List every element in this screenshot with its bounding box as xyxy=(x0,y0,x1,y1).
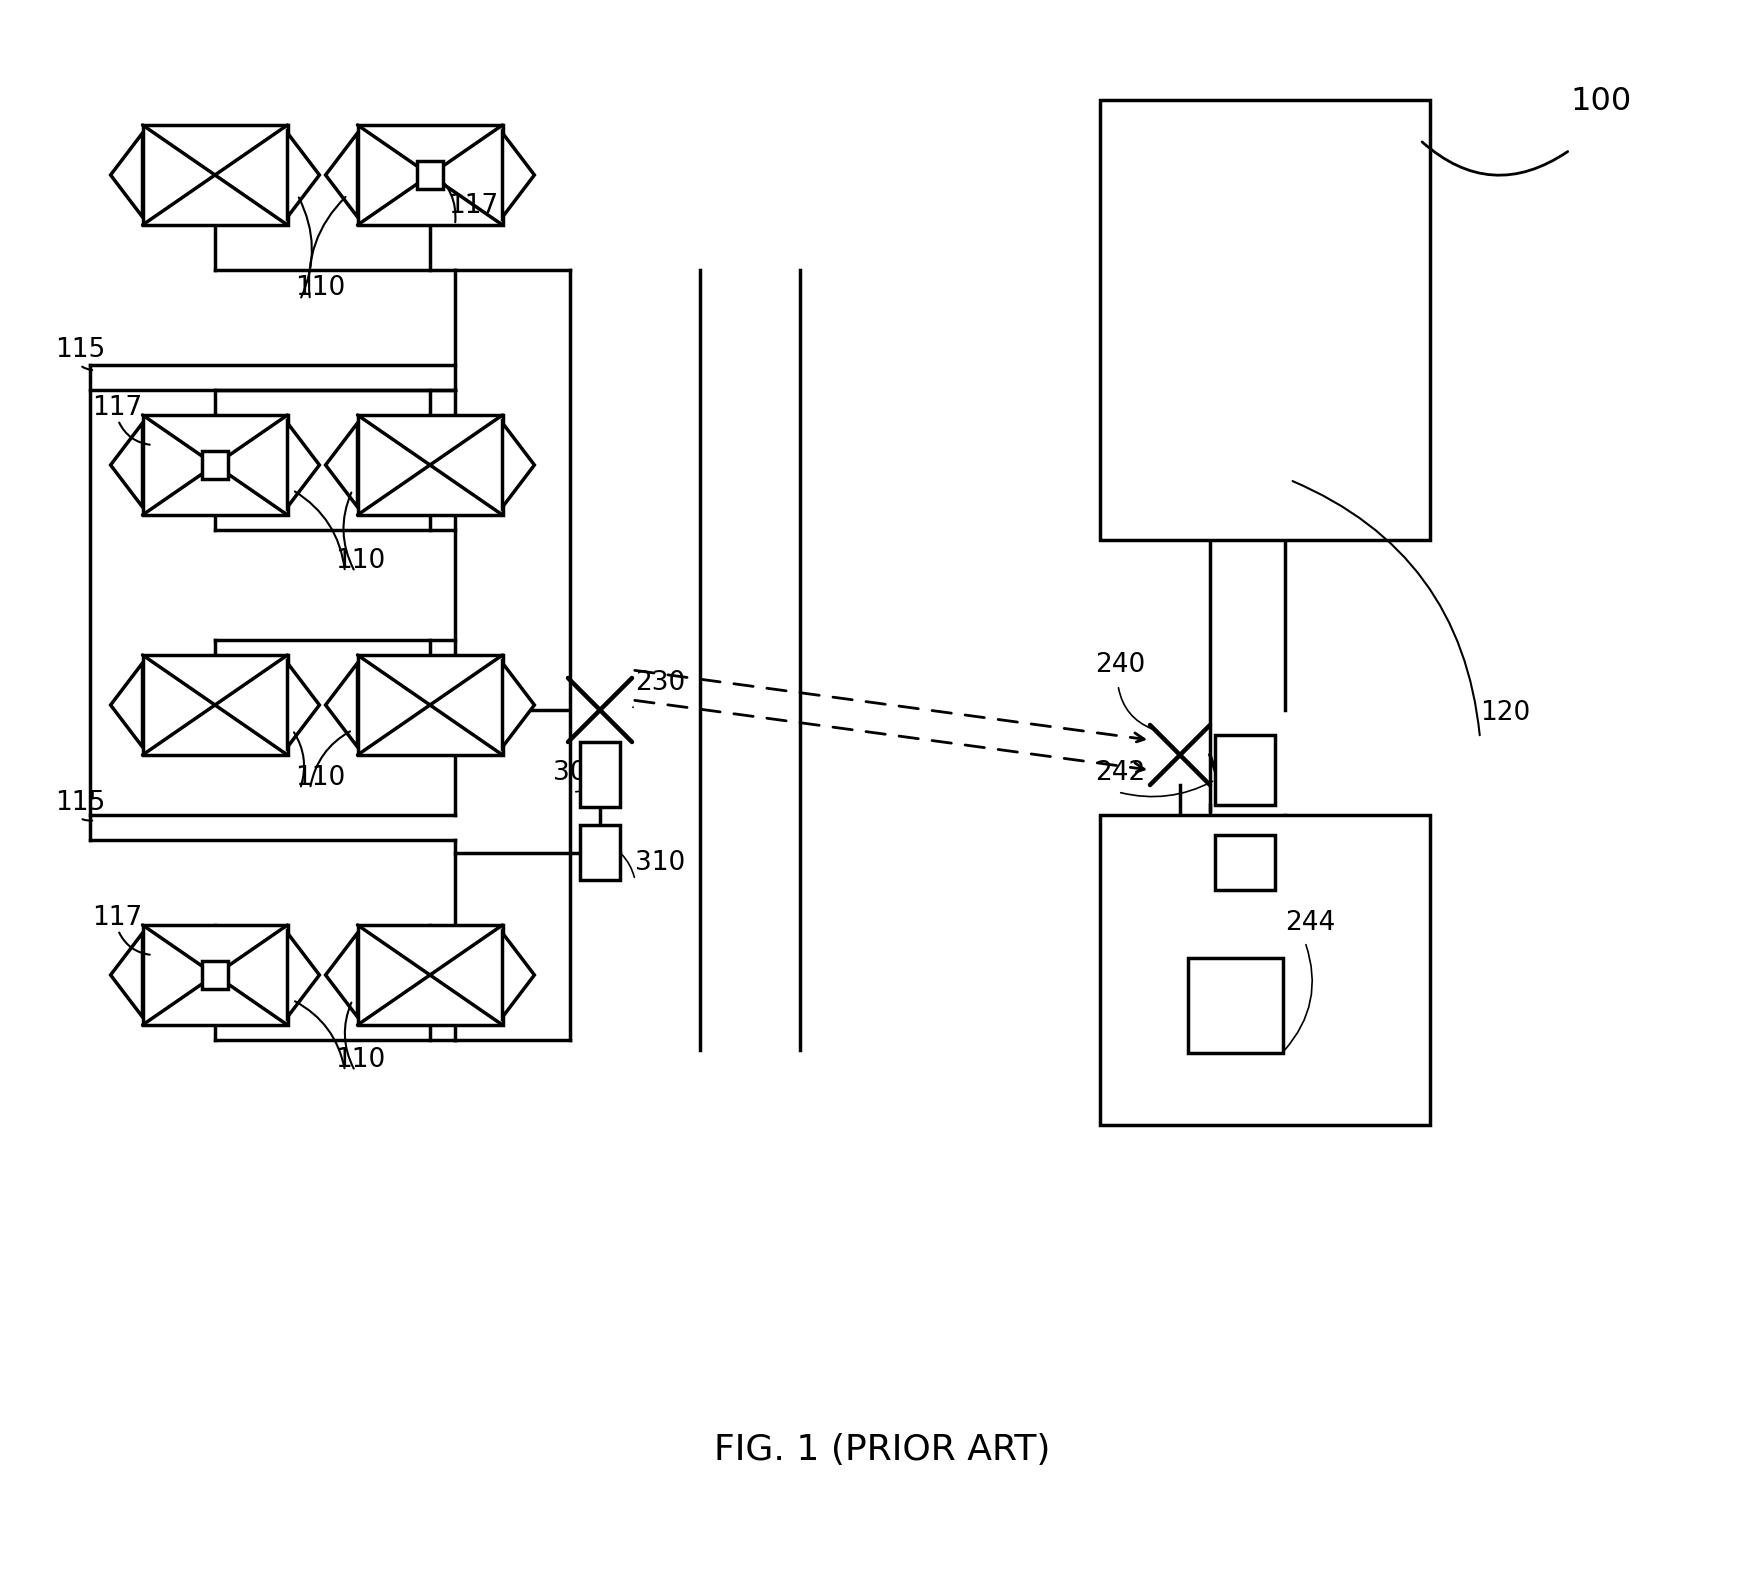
Bar xyxy=(1187,958,1282,1052)
Polygon shape xyxy=(503,663,534,747)
Polygon shape xyxy=(288,424,319,507)
Text: FIG. 1 (PRIOR ART): FIG. 1 (PRIOR ART) xyxy=(714,1433,1050,1466)
Text: 310: 310 xyxy=(635,850,684,876)
Text: 117: 117 xyxy=(448,194,497,219)
Bar xyxy=(1101,99,1431,540)
Polygon shape xyxy=(288,132,319,217)
Polygon shape xyxy=(503,424,534,507)
Bar xyxy=(358,655,503,754)
Polygon shape xyxy=(326,132,358,217)
Polygon shape xyxy=(288,663,319,747)
Bar xyxy=(358,414,503,515)
Bar xyxy=(1215,736,1275,805)
Polygon shape xyxy=(111,424,143,507)
Text: 110: 110 xyxy=(295,765,346,791)
Text: 110: 110 xyxy=(295,276,346,301)
Polygon shape xyxy=(326,932,358,1017)
Bar xyxy=(580,825,619,880)
Bar xyxy=(1215,835,1275,890)
Polygon shape xyxy=(326,424,358,507)
Text: 300: 300 xyxy=(552,761,603,786)
Text: 115: 115 xyxy=(55,337,106,362)
Text: 240: 240 xyxy=(1095,652,1145,677)
Text: 110: 110 xyxy=(335,548,385,573)
Bar xyxy=(580,742,619,806)
Bar xyxy=(201,961,228,989)
Polygon shape xyxy=(503,132,534,217)
Text: 117: 117 xyxy=(92,906,143,931)
Text: 110: 110 xyxy=(335,1047,385,1073)
Text: 242: 242 xyxy=(1095,761,1145,786)
Text: 100: 100 xyxy=(1570,87,1632,117)
Text: 244: 244 xyxy=(1284,910,1335,936)
Bar xyxy=(358,124,503,225)
Bar xyxy=(143,655,288,754)
Bar xyxy=(143,124,288,225)
Polygon shape xyxy=(111,932,143,1017)
Polygon shape xyxy=(111,663,143,747)
Polygon shape xyxy=(503,932,534,1017)
Text: 120: 120 xyxy=(1480,699,1529,726)
Text: 230: 230 xyxy=(635,669,684,696)
Polygon shape xyxy=(288,932,319,1017)
Bar xyxy=(1101,814,1431,1125)
Polygon shape xyxy=(326,663,358,747)
Bar xyxy=(416,161,443,189)
Text: 115: 115 xyxy=(55,791,106,816)
Bar xyxy=(143,414,288,515)
Bar xyxy=(143,925,288,1025)
Text: 117: 117 xyxy=(92,395,143,421)
Bar xyxy=(358,925,503,1025)
Polygon shape xyxy=(111,132,143,217)
Bar xyxy=(201,450,228,479)
